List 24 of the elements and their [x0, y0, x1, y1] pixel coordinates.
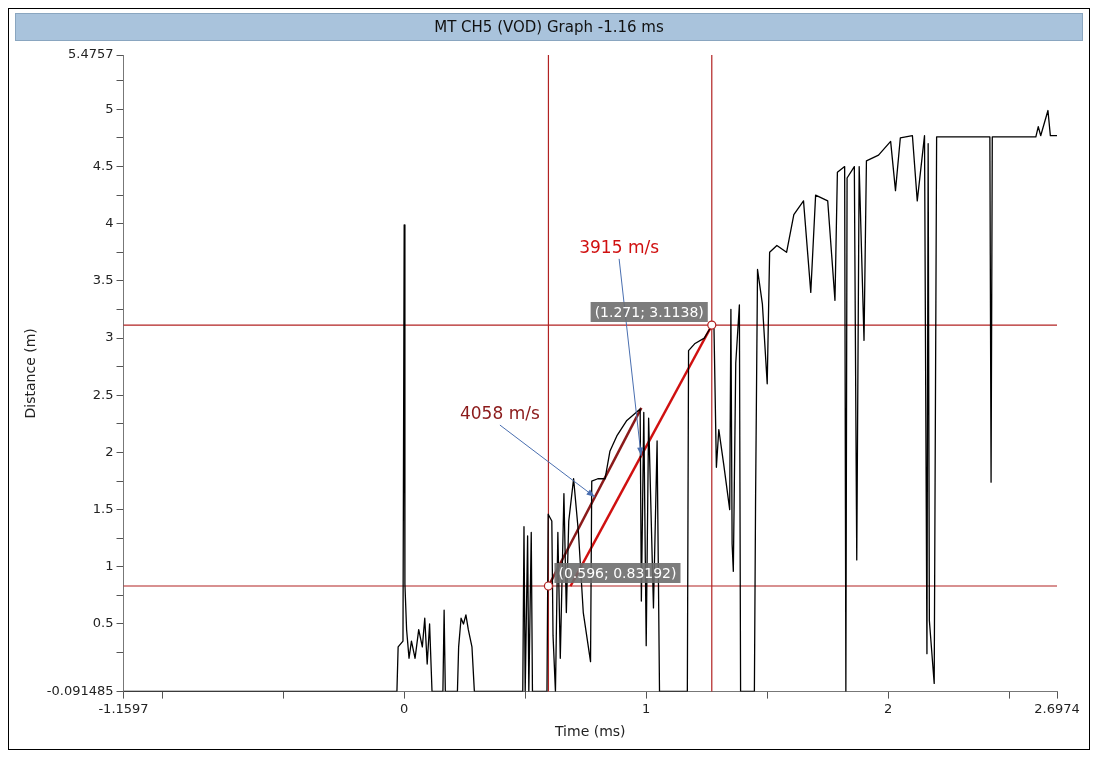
- y-tick-label: 2: [105, 443, 114, 459]
- y-tick-label: 3: [105, 329, 114, 345]
- y-tick-label: 1: [105, 558, 114, 574]
- y-tick-label: 0.5: [92, 615, 114, 631]
- x-tick-label: -1.1597: [98, 700, 149, 716]
- y-tick-label: 3.5: [92, 272, 114, 288]
- x-tick-label: 0: [400, 700, 409, 716]
- text: 3915 m/s: [579, 236, 660, 257]
- x-tick-label: 2: [884, 700, 893, 716]
- y-axis-title: Distance (m): [22, 328, 39, 419]
- chart-title: MT CH5 (VOD) Graph -1.16 ms: [15, 13, 1083, 41]
- x-tick-label: 2.6974: [1034, 700, 1080, 716]
- y-tick-label: 4.5: [92, 157, 114, 173]
- y-tick-label: 4: [105, 215, 114, 231]
- y-tick-label: 5: [105, 100, 114, 116]
- annotation: (0.596; 0.83192): [558, 564, 677, 581]
- x-axis-title: Time (ms): [553, 723, 626, 740]
- annotation: (1.271; 3.1138): [594, 303, 704, 320]
- y-tick-label: -0.091485: [46, 682, 114, 698]
- y-tick-label: 1.5: [92, 500, 114, 516]
- text: 4058 m/s: [459, 402, 540, 423]
- x-tick-label: 1: [642, 700, 651, 716]
- y-tick-label: 2.5: [92, 386, 114, 402]
- y-tick-label: 5.4757: [68, 46, 114, 62]
